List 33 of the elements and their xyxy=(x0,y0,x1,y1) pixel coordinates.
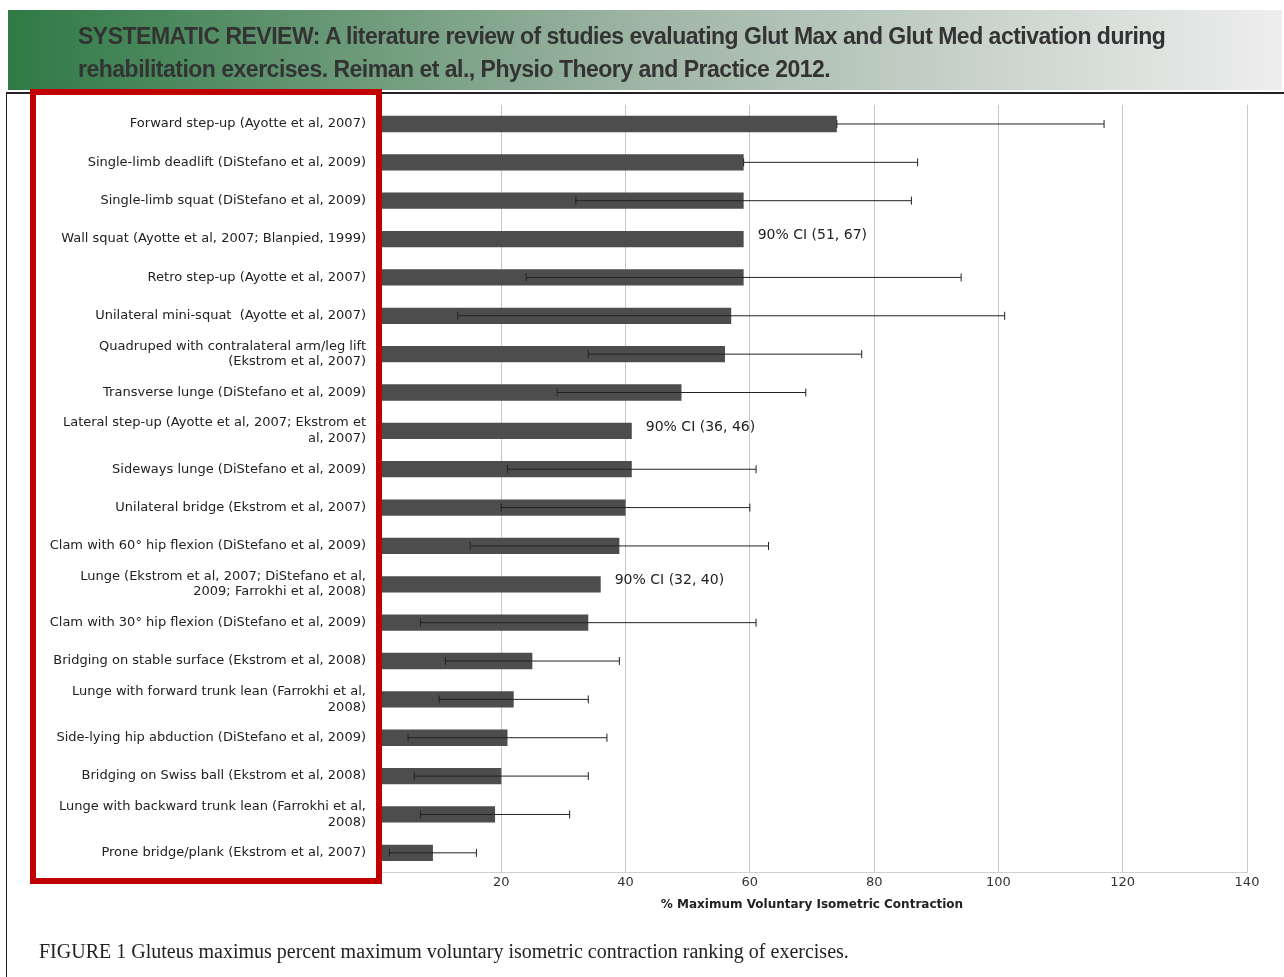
x-axis-title: % Maximum Voluntary Isometric Contraction xyxy=(660,896,964,911)
annotation: 90% CI (36, 46) xyxy=(645,417,756,434)
chart-title: SYSTEMATIC REVIEW: A literature review of studies evaluating Glut Max and Glut Med activation during rehabilitation exercises. Reiman et al., Physio Theory and Practice 2012. xyxy=(8,10,1282,90)
x-tick-label: 120 xyxy=(1110,874,1136,890)
y-tick-label: Unilateral mini-squat (Ayotte et al, 2007) xyxy=(95,307,366,323)
y-tick-label: Quadruped with contralateral arm/leg lift (Ekstrom et al, 2007) xyxy=(99,337,366,369)
annotation: 90% CI (32, 40) xyxy=(614,570,725,587)
y-tick-label: Clam with 60° hip flexion (DiStefano et al, 2009) xyxy=(49,537,366,553)
y-tick-label: Lateral step-up (Ayotte et al, 2007; Ekstrom et al, 2007) xyxy=(62,414,366,446)
caption: FIGURE 1 Gluteus maximus percent maximum voluntary isometric contraction ranking of exercises. xyxy=(39,940,849,963)
y-tick-label: Bridging on stable surface (Ekstrom et al, 2008) xyxy=(53,652,366,668)
x-tick-label: 80 xyxy=(865,874,883,890)
y-tick-label: Lunge with forward trunk lean (Farrokhi et al, 2008) xyxy=(72,682,366,714)
y-tick-label: Retro step-up (Ayotte et al, 2007) xyxy=(147,268,366,284)
y-tick-label: Forward step-up (Ayotte et al, 2007) xyxy=(129,115,366,131)
y-tick-label: Wall squat (Ayotte et al, 2007; Blanpied, 1999) xyxy=(61,230,366,246)
y-tick-label: Single-limb deadlift (DiStefano et al, 2009) xyxy=(87,153,366,169)
x-tick-label: 20 xyxy=(493,874,510,890)
x-tick-label: 100 xyxy=(986,874,1011,890)
y-tick-label: Lunge with backward trunk lean (Farrokhi et al, 2008) xyxy=(58,798,366,829)
x-tick-label: 60 xyxy=(741,874,759,890)
y-tick-label: Lunge (Ekstrom et al, 2007; DiStefano et al, 2009; Farrokhi et al, 2008) xyxy=(80,567,366,599)
y-tick-label: Side-lying hip abduction (DiStefano et al, 2009) xyxy=(56,729,366,745)
y-tick-label: Transverse lunge (DiStefano et al, 2009) xyxy=(102,383,366,399)
y-tick-label: Prone bridge/plank (Ekstrom et al, 2007) xyxy=(101,844,366,860)
x-tick-label: 140 xyxy=(1234,874,1260,890)
y-tick-label: Sideways lunge (DiStefano et al, 2009) xyxy=(112,460,366,476)
y-tick-label: Bridging on Swiss ball (Ekstrom et al, 2008) xyxy=(81,767,366,783)
y-tick-label: Single-limb squat (DiStefano et al, 2009) xyxy=(100,192,366,208)
y-tick-label: Unilateral bridge (Ekstrom et al, 2007) xyxy=(115,498,366,514)
x-tick-label: 40 xyxy=(617,874,634,890)
y-tick-label: Clam with 30° hip flexion (DiStefano et al, 2009) xyxy=(49,614,366,630)
annotation: 90% CI (51, 67) xyxy=(757,225,868,242)
